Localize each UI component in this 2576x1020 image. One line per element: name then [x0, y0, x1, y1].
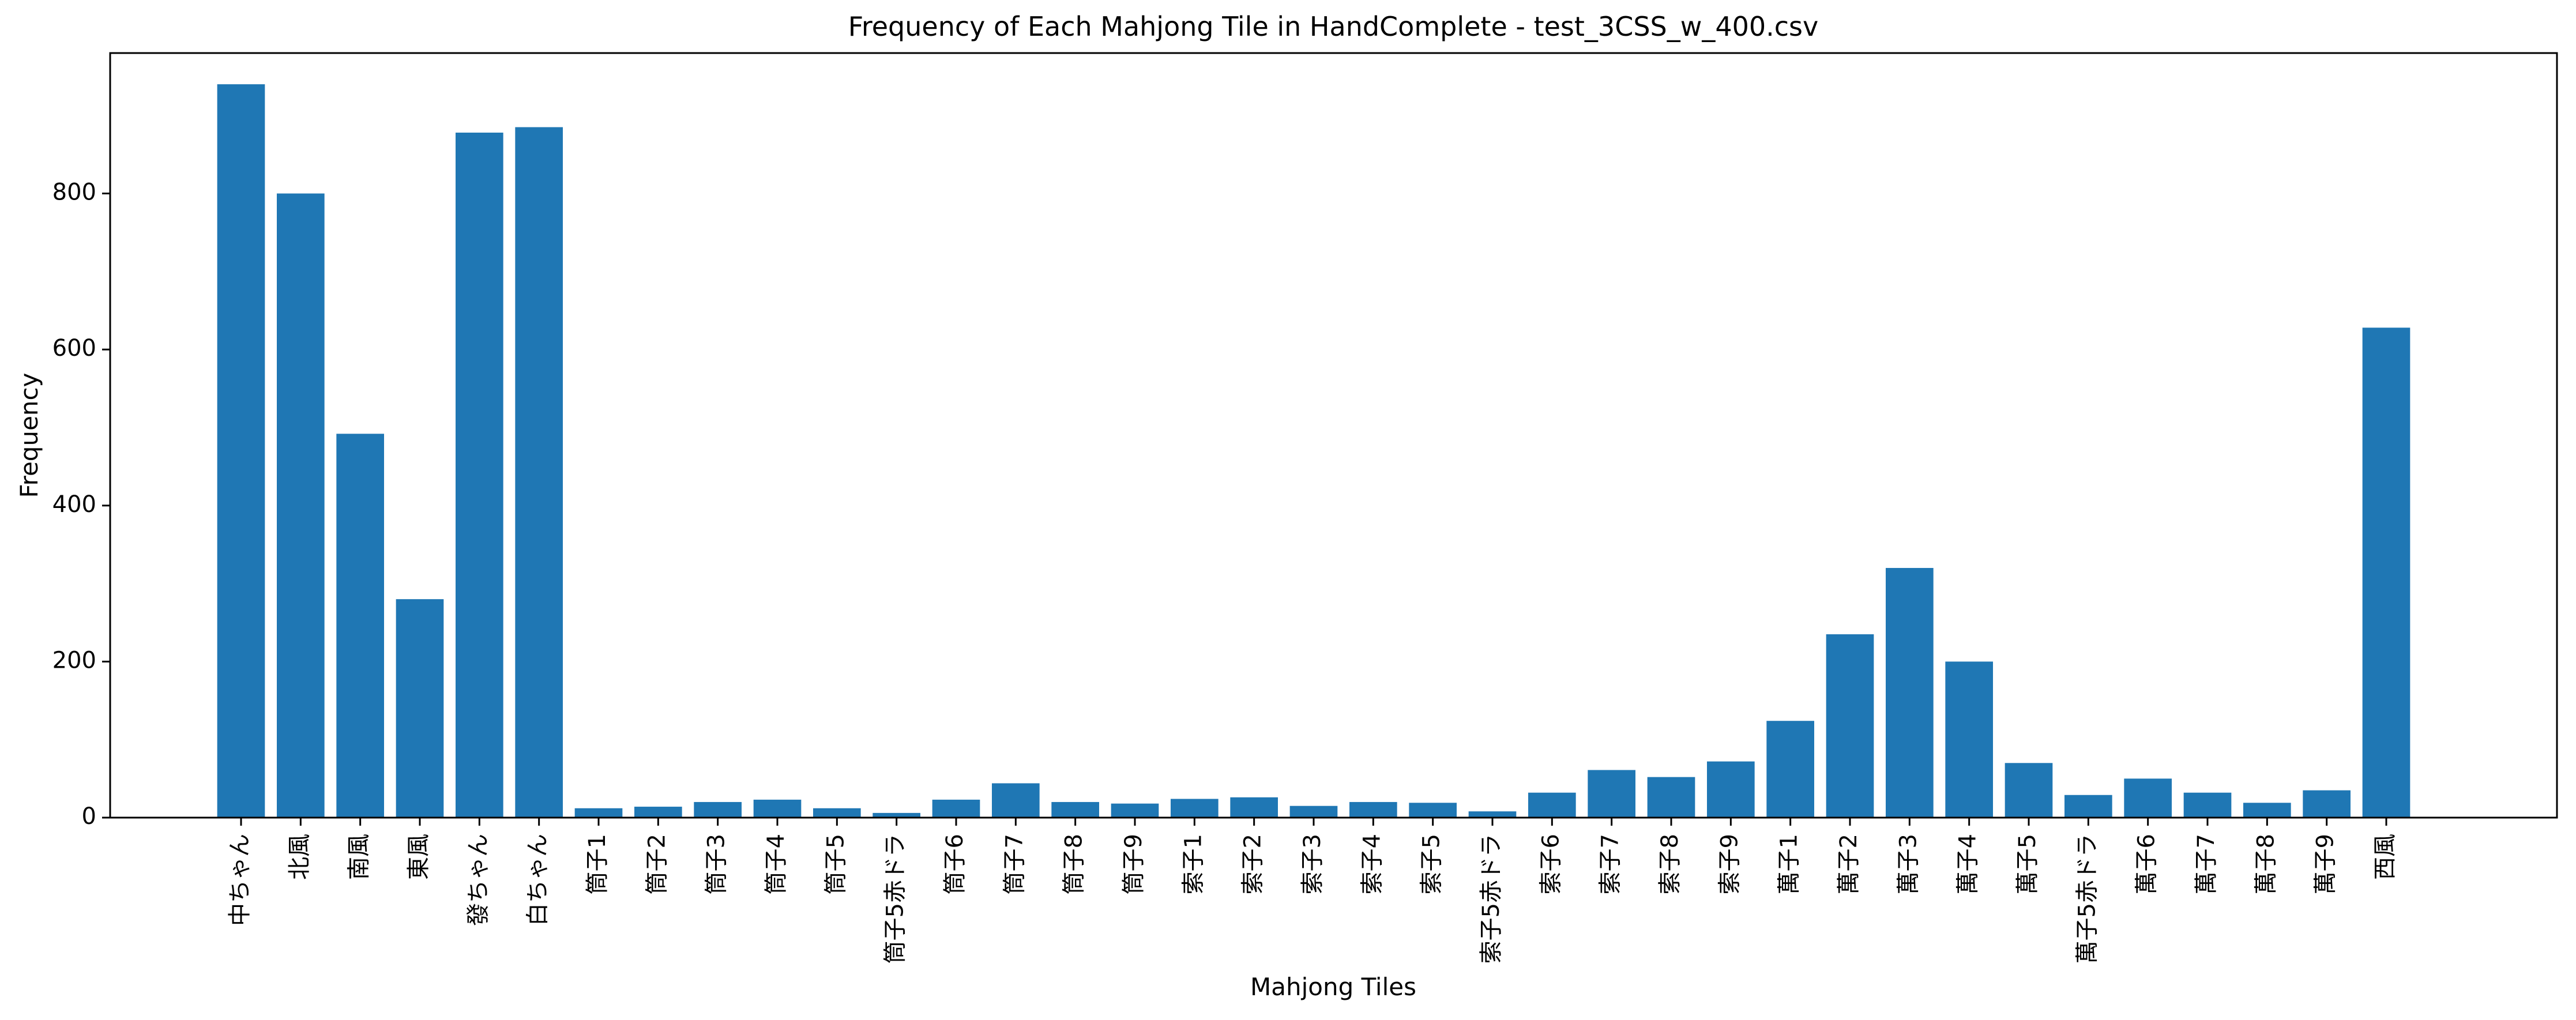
- x-tick-label: 萬子9: [2312, 834, 2339, 894]
- y-ticks: 0 200 400 600 800: [52, 179, 110, 830]
- bar-20: [1409, 803, 1457, 818]
- x-tick-label: 索子2: [1240, 834, 1266, 894]
- x-tick-label: 萬子2: [1836, 834, 1862, 894]
- x-tick-label: 索子9: [1716, 834, 1743, 894]
- bar-36: [2362, 328, 2410, 818]
- y-axis-label: Frequency: [15, 373, 43, 498]
- bar-22: [1528, 792, 1576, 818]
- y-tick-label: 400: [52, 491, 96, 518]
- x-tick-label: 筒子1: [584, 834, 611, 894]
- x-tick-label: 北風: [286, 834, 313, 880]
- bar-3: [396, 599, 444, 818]
- bar-6: [574, 808, 623, 818]
- x-tick-label: 萬子8: [2252, 834, 2279, 894]
- x-tick-label: 筒子7: [1001, 834, 1028, 894]
- bar-21: [1468, 811, 1517, 818]
- bar-14: [1051, 801, 1099, 818]
- bar-17: [1230, 797, 1278, 818]
- bar-25: [1707, 761, 1755, 818]
- bar-4: [456, 133, 503, 818]
- plot-frame: [109, 52, 2558, 819]
- x-tick-label: 筒子5: [822, 834, 849, 894]
- bar-19: [1349, 801, 1397, 818]
- bar-15: [1111, 803, 1159, 818]
- x-ticks: 中ちゃん 北風 南風 東風 發ちゃん 白ちゃん 筒子1 筒子2 筒子3 筒子4 筒子5 筒子5赤ドラ 筒…: [227, 818, 2398, 963]
- x-tick-label: 索子4: [1359, 834, 1385, 894]
- x-tick-label: 筒子4: [763, 834, 789, 894]
- bar-7: [634, 807, 682, 818]
- x-tick-label: 索子6: [1537, 834, 1564, 894]
- bar-30: [2005, 763, 2053, 818]
- bar-1: [277, 193, 325, 818]
- x-tick-label: 索子8: [1657, 834, 1683, 894]
- x-tick-label: 筒子5赤ドラ: [882, 834, 909, 963]
- y-tick-label: 200: [52, 647, 96, 673]
- bar-12: [932, 799, 980, 818]
- x-tick-label: 筒子3: [704, 834, 730, 894]
- bar-27: [1826, 634, 1874, 818]
- bar-9: [753, 799, 802, 818]
- bar-0: [217, 84, 265, 818]
- x-tick-label: 東風: [405, 834, 432, 880]
- y-tick-label: 800: [52, 179, 96, 206]
- x-tick-label: 索子1: [1180, 834, 1206, 894]
- x-tick-label: 索子5: [1419, 834, 1445, 894]
- x-tick-label: 南風: [346, 834, 373, 880]
- x-tick-label: 筒子6: [942, 834, 968, 894]
- x-tick-label: 萬子4: [1955, 834, 1981, 894]
- chart-title: Frequency of Each Mahjong Tile in HandCo…: [848, 11, 1819, 42]
- x-tick-label: 索子5赤ドラ: [1478, 834, 1505, 963]
- x-tick-label: 筒子9: [1120, 834, 1147, 894]
- bars-group: [217, 84, 2410, 818]
- bar-29: [1945, 661, 1993, 818]
- x-tick-label: 萬子1: [1776, 834, 1803, 894]
- bar-31: [2064, 795, 2112, 818]
- bar-10: [813, 808, 861, 818]
- x-tick-label: 索子7: [1597, 834, 1624, 894]
- bar-23: [1588, 770, 1635, 818]
- x-tick-label: 萬子6: [2134, 834, 2160, 894]
- x-tick-label: 西風: [2372, 834, 2398, 880]
- x-tick-label: 筒子8: [1061, 834, 1088, 894]
- x-axis-label: Mahjong Tiles: [1250, 973, 1416, 1001]
- bar-5: [515, 127, 563, 818]
- x-tick-label: 萬子7: [2193, 834, 2220, 894]
- bar-24: [1647, 777, 1695, 818]
- bar-13: [992, 783, 1040, 818]
- x-tick-label: 中ちゃん: [227, 834, 253, 926]
- bar-16: [1171, 799, 1219, 818]
- bar-32: [2124, 778, 2172, 818]
- bar-28: [1886, 568, 1934, 818]
- x-tick-label: 索子3: [1299, 834, 1326, 894]
- x-tick-label: 白ちゃん: [525, 834, 551, 926]
- bar-26: [1766, 721, 1814, 818]
- x-tick-label: 萬子3: [1895, 834, 1921, 894]
- bar-34: [2243, 803, 2291, 818]
- x-tick-label: 筒子2: [644, 834, 670, 894]
- bar-18: [1289, 806, 1338, 818]
- x-tick-label: 發ちゃん: [465, 834, 491, 926]
- bar-2: [336, 434, 384, 818]
- bar-33: [2183, 792, 2232, 818]
- bar-35: [2303, 790, 2351, 818]
- bar-8: [694, 801, 742, 818]
- y-tick-label: 600: [52, 335, 96, 362]
- x-tick-label: 萬子5: [2014, 834, 2041, 894]
- y-tick-label: 0: [82, 803, 96, 830]
- x-tick-label: 萬子5赤ドラ: [2074, 834, 2100, 963]
- bar-11: [873, 812, 920, 818]
